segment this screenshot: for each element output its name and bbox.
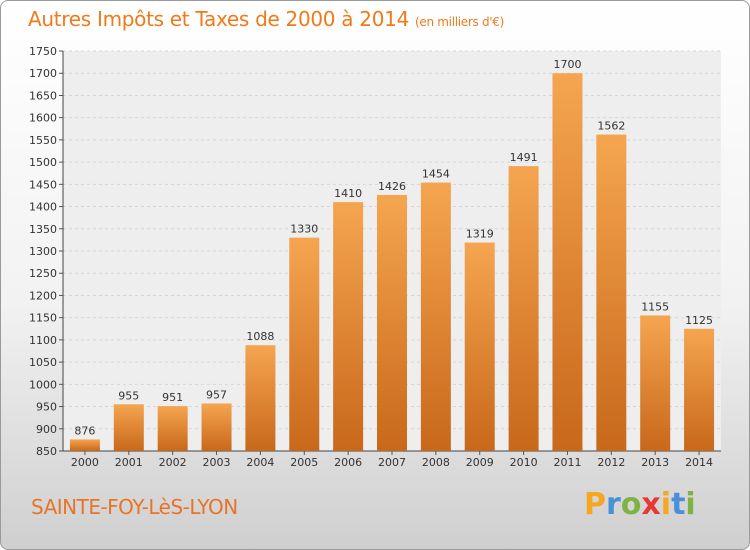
y-tick-label: 1000 xyxy=(29,378,57,391)
x-tick-label: 2006 xyxy=(334,456,362,469)
bar-2011 xyxy=(552,73,583,451)
chart-title: Autres Impôts et Taxes de 2000 à 2014 (en… xyxy=(28,7,504,31)
data-label-2008: 1454 xyxy=(422,168,450,181)
y-tick-label: 1750 xyxy=(29,45,57,58)
y-tick-label: 1700 xyxy=(29,67,57,80)
bar-2004 xyxy=(245,345,276,451)
title-unit: (en milliers d'€) xyxy=(415,15,505,29)
bar-2012 xyxy=(596,134,627,452)
y-tick-label: 1450 xyxy=(29,178,57,191)
data-label-2000: 876 xyxy=(74,424,95,437)
y-tick-label: 950 xyxy=(36,401,57,414)
x-tick-label: 2001 xyxy=(115,456,143,469)
bar-2002 xyxy=(157,406,188,451)
bar-2010 xyxy=(508,166,539,451)
bar-2001 xyxy=(113,404,144,451)
data-label-2012: 1562 xyxy=(597,120,625,133)
x-tick-label: 2010 xyxy=(510,456,538,469)
y-tick-label: 1250 xyxy=(29,267,57,280)
logo-letter: i xyxy=(660,487,672,522)
x-tick-label: 2004 xyxy=(246,456,274,469)
logo-letter: o xyxy=(620,487,642,522)
y-tick-label: 1650 xyxy=(29,89,57,102)
proxiti-logo: Proxiti xyxy=(584,487,696,522)
bar-2008 xyxy=(420,182,451,452)
bar-2007 xyxy=(377,195,407,451)
bar-2006 xyxy=(333,202,364,451)
logo-letter: i xyxy=(685,487,696,522)
data-label-2011: 1700 xyxy=(553,58,581,71)
logo-letter: t xyxy=(671,487,686,522)
y-tick-label: 1350 xyxy=(29,223,57,236)
data-label-2002: 951 xyxy=(162,391,183,404)
y-tick-label: 1300 xyxy=(29,245,57,258)
x-tick-label: 2008 xyxy=(422,456,450,469)
data-label-2003: 957 xyxy=(206,388,227,401)
y-tick-label: 900 xyxy=(36,423,57,436)
data-label-2013: 1155 xyxy=(641,300,669,313)
x-tick-label: 2009 xyxy=(466,456,494,469)
bar-2014 xyxy=(684,328,715,451)
title-text: Autres Impôts et Taxes de 2000 à 2014 xyxy=(28,7,409,31)
bar-2013 xyxy=(640,315,671,451)
x-tick-label: 2011 xyxy=(553,456,581,469)
x-tick-label: 2000 xyxy=(71,456,99,469)
data-label-2009: 1319 xyxy=(466,228,494,241)
y-tick-label: 1600 xyxy=(29,112,57,125)
data-label-2007: 1426 xyxy=(378,180,406,193)
data-label-2004: 1088 xyxy=(246,330,274,343)
y-tick-label: 1150 xyxy=(29,312,57,325)
y-tick-label: 1400 xyxy=(29,201,57,214)
x-tick-label: 2002 xyxy=(159,456,187,469)
y-tick-label: 1100 xyxy=(29,334,57,347)
bar-2003 xyxy=(201,403,232,451)
y-tick-label: 1050 xyxy=(29,356,57,369)
data-label-2006: 1410 xyxy=(334,187,362,200)
x-tick-label: 2013 xyxy=(641,456,669,469)
logo-letter: x xyxy=(641,487,661,522)
bar-2005 xyxy=(289,237,320,451)
data-label-2010: 1491 xyxy=(510,151,538,164)
x-tick-label: 2003 xyxy=(203,456,231,469)
bar-2000 xyxy=(69,439,100,451)
x-tick-label: 2014 xyxy=(685,456,713,469)
data-label-2001: 955 xyxy=(118,389,139,402)
y-tick-label: 850 xyxy=(36,445,57,458)
y-tick-label: 1550 xyxy=(29,134,57,147)
x-tick-label: 2005 xyxy=(290,456,318,469)
x-tick-label: 2007 xyxy=(378,456,406,469)
logo-letter: P xyxy=(584,487,606,522)
data-label-2014: 1125 xyxy=(685,314,713,327)
y-tick-label: 1500 xyxy=(29,156,57,169)
x-tick-label: 2012 xyxy=(597,456,625,469)
data-label-2005: 1330 xyxy=(290,223,318,236)
place-name: SAINTE-FOY-LèS-LYON xyxy=(31,495,238,519)
logo-letter: r xyxy=(606,487,621,522)
y-tick-label: 1200 xyxy=(29,289,57,302)
bar-2009 xyxy=(464,242,495,451)
